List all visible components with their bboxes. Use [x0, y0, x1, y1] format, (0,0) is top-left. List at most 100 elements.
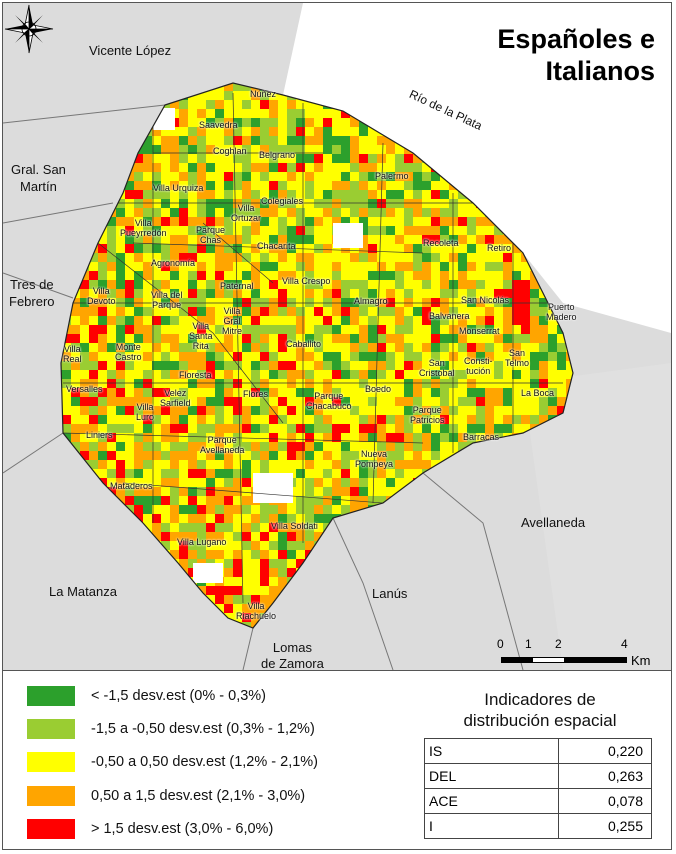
- map-cell: [260, 253, 269, 262]
- map-cell: [323, 235, 332, 244]
- map-cell: [242, 343, 251, 352]
- map-cell: [449, 244, 458, 253]
- map-cell: [125, 379, 134, 388]
- map-cell: [278, 127, 287, 136]
- neighborhood-label: Villa Soldati: [271, 521, 318, 531]
- map-cell: [323, 361, 332, 370]
- map-cell: [539, 307, 548, 316]
- map-cell: [377, 424, 386, 433]
- map-cell: [179, 361, 188, 370]
- map-cell: [116, 217, 125, 226]
- map-cell: [179, 469, 188, 478]
- map-cell: [242, 352, 251, 361]
- map-cell: [161, 244, 170, 253]
- map-cell: [251, 235, 260, 244]
- map-cell: [170, 307, 179, 316]
- map-cell: [62, 397, 71, 406]
- region-avellaneda: Avellaneda: [521, 515, 586, 530]
- map-cell: [476, 361, 485, 370]
- map-cell: [125, 208, 134, 217]
- map-cell: [494, 280, 503, 289]
- map-cell: [188, 406, 197, 415]
- map-cell: [269, 262, 278, 271]
- map-cell: [179, 379, 188, 388]
- map-cell: [278, 253, 287, 262]
- map-cell: [431, 379, 440, 388]
- map-cell: [449, 325, 458, 334]
- map-cell: [197, 397, 206, 406]
- map-cell: [170, 181, 179, 190]
- map-cell: [278, 199, 287, 208]
- map-cell: [368, 424, 377, 433]
- map-cell: [359, 226, 368, 235]
- map-cell: [287, 388, 296, 397]
- map-cell: [80, 298, 89, 307]
- map-cell: [359, 370, 368, 379]
- map-cell: [440, 217, 449, 226]
- map-cell: [224, 136, 233, 145]
- map-cell: [377, 226, 386, 235]
- map-cell: [539, 379, 548, 388]
- map-cell: [503, 424, 512, 433]
- map-cell: [179, 532, 188, 541]
- map-cell: [134, 190, 143, 199]
- map-cell: [467, 235, 476, 244]
- map-cell: [71, 334, 80, 343]
- map-cell: [449, 433, 458, 442]
- map-cell: [359, 433, 368, 442]
- map-cell: [242, 262, 251, 271]
- map-cell: [233, 424, 242, 433]
- map-cell: [188, 154, 197, 163]
- map-cell: [98, 406, 107, 415]
- map-cell: [359, 280, 368, 289]
- map-cell: [332, 415, 341, 424]
- map-cell: [359, 127, 368, 136]
- map-cell: [143, 505, 152, 514]
- map-cell: [206, 217, 215, 226]
- map-cell: [485, 379, 494, 388]
- map-cell: [440, 190, 449, 199]
- map-cell: [179, 136, 188, 145]
- map-cell: [287, 406, 296, 415]
- map-cell: [215, 379, 224, 388]
- map-cell: [179, 163, 188, 172]
- map-cell: [80, 424, 89, 433]
- map-cell: [188, 208, 197, 217]
- map-cell: [404, 370, 413, 379]
- map-cell: [368, 334, 377, 343]
- map-cell: [314, 433, 323, 442]
- map-cell: [458, 271, 467, 280]
- map-cell: [125, 496, 134, 505]
- map-cell: [116, 226, 125, 235]
- map-cell: [395, 460, 404, 469]
- map-cell: [179, 271, 188, 280]
- map-cell: [170, 532, 179, 541]
- map-cell: [449, 271, 458, 280]
- map-cell: [107, 235, 116, 244]
- map-cell: [305, 271, 314, 280]
- map-cell: [269, 298, 278, 307]
- map-cell: [206, 325, 215, 334]
- map-cell: [395, 415, 404, 424]
- map-cell: [332, 127, 341, 136]
- map-cell: [323, 334, 332, 343]
- map-cell: [368, 244, 377, 253]
- neighborhood-label: Consti- tución: [464, 356, 493, 376]
- map-cell: [260, 208, 269, 217]
- map-cell: [485, 316, 494, 325]
- map-cell: [449, 190, 458, 199]
- map-cell: [224, 451, 233, 460]
- map-cell: [458, 325, 467, 334]
- map-cell: [341, 388, 350, 397]
- map-cell: [377, 235, 386, 244]
- map-cell: [233, 532, 242, 541]
- map-cell: [485, 217, 494, 226]
- map-cell: [179, 253, 188, 262]
- map-cell: [395, 271, 404, 280]
- map-cell: [539, 415, 548, 424]
- map-cell: [143, 487, 152, 496]
- map-cell: [323, 451, 332, 460]
- map-cell: [134, 208, 143, 217]
- map-cell: [242, 613, 251, 622]
- map-cell: [179, 514, 188, 523]
